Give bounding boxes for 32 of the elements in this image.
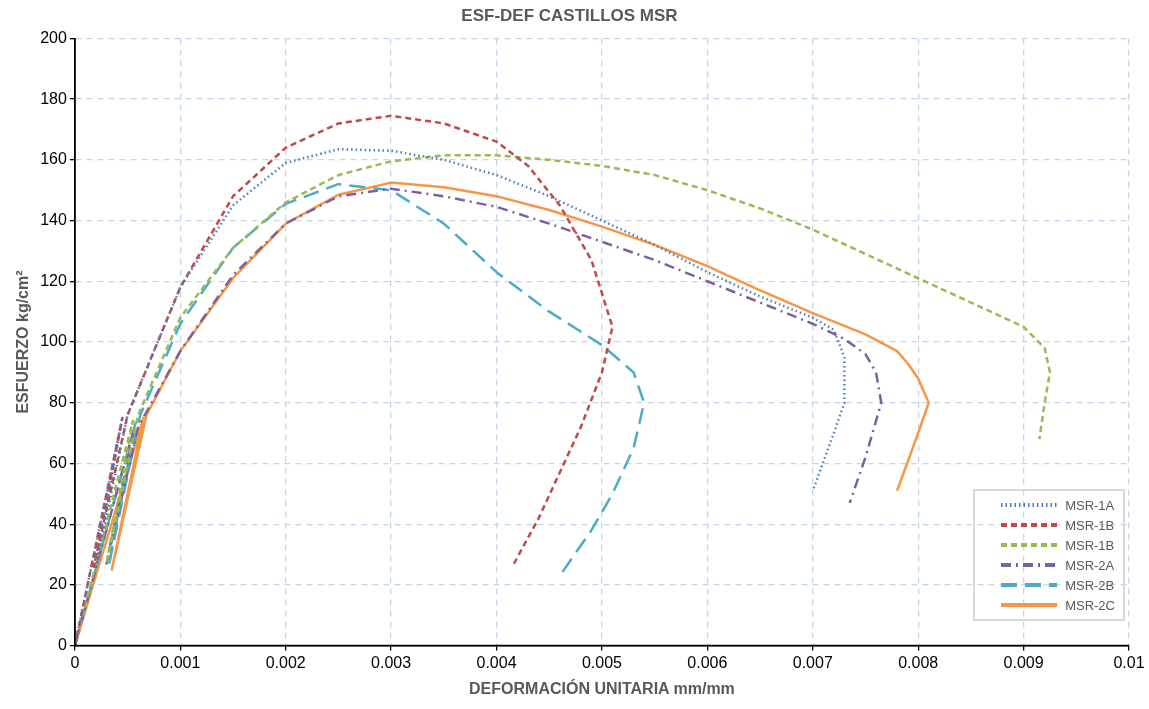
x-tick-label: 0.01: [1113, 653, 1145, 671]
x-tick-label: 0.002: [265, 653, 306, 671]
x-tick-label: 0.007: [792, 653, 833, 671]
x-axis-title: DEFORMACIÓN UNITARIA mm/mm: [469, 678, 735, 697]
y-tick-label: 140: [40, 210, 67, 228]
x-tick-label: 0.001: [160, 653, 201, 671]
x-tick-label: 0.003: [371, 653, 412, 671]
x-tick-label: 0.005: [581, 653, 623, 671]
legend-label: MSR-2C: [1065, 597, 1115, 613]
y-tick-label: 0: [57, 636, 67, 654]
y-tick-label: 200: [40, 28, 67, 46]
y-tick-label: 60: [49, 453, 67, 471]
y-tick-label: 40: [49, 514, 67, 532]
y-tick-label: 20: [49, 575, 67, 593]
y-tick-label: 120: [40, 271, 67, 289]
legend-label: MSR-2B: [1065, 577, 1115, 593]
x-tick-label: 0: [70, 653, 80, 671]
line-series: [74, 114, 614, 646]
y-tick-label: 80: [49, 393, 67, 411]
y-tick-label: 100: [40, 332, 67, 350]
legend-label: MSR-1B: [1065, 537, 1115, 553]
y-axis-title: ESFUERZO kg/cm²: [14, 270, 32, 414]
x-tick-label: 0.006: [687, 653, 728, 671]
legend-label: MSR-2A: [1065, 557, 1115, 573]
chart-title: ESF-DEF CASTILLOS MSR: [461, 5, 678, 25]
x-tick-label: 0.009: [1003, 653, 1044, 671]
y-tick-label: 160: [40, 150, 67, 168]
x-tick-label: 0.004: [476, 653, 517, 671]
legend-label: MSR-1A: [1065, 497, 1115, 513]
x-tick-label: 0.008: [898, 653, 939, 671]
y-tick-label: 180: [40, 89, 67, 107]
legend-label: MSR-1B: [1065, 517, 1115, 533]
